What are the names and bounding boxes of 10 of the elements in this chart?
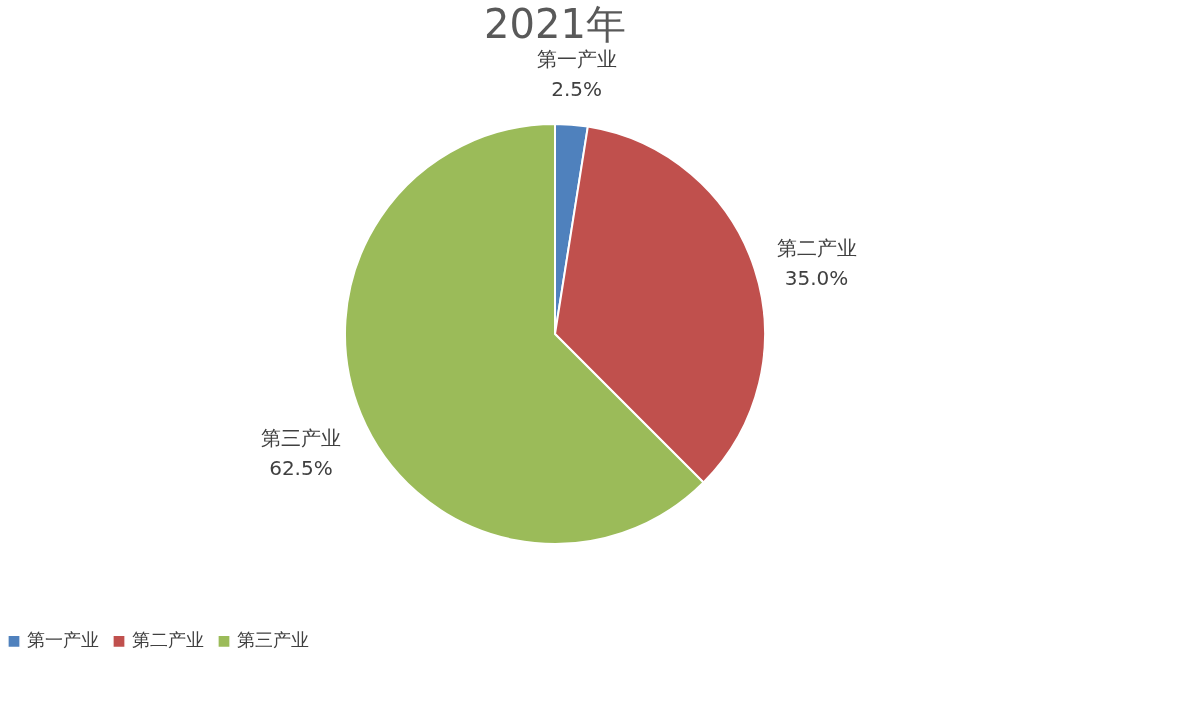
data-label: 2.5% [551, 76, 602, 101]
legend-label: 第三产业 [237, 629, 309, 651]
legend-label: 第二产业 [132, 629, 204, 651]
legend-label: 第一产业 [27, 629, 99, 651]
slice-label: 第三产业 [260, 426, 341, 451]
chart-title: 2021年 [484, 0, 626, 47]
slice-label: 第一产业 [536, 46, 617, 71]
data-label: 62.5% [269, 456, 333, 481]
slice-label: 第二产业 [776, 236, 857, 261]
data-label: 35.0% [784, 266, 849, 291]
